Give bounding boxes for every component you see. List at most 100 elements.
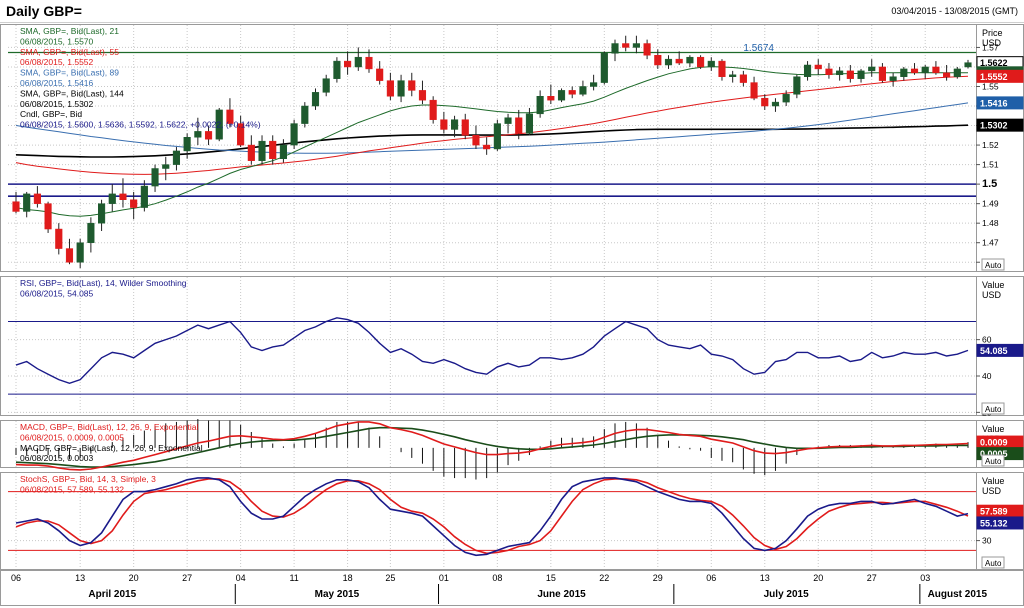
- candle-body[interactable]: [44, 203, 52, 230]
- candle-body[interactable]: [600, 53, 608, 83]
- candle-body[interactable]: [729, 74, 737, 77]
- candle-body[interactable]: [611, 43, 619, 54]
- candle-body[interactable]: [921, 66, 929, 74]
- candle-body[interactable]: [953, 68, 961, 77]
- candle-body[interactable]: [418, 90, 427, 101]
- candle-body[interactable]: [697, 56, 705, 68]
- candle-body[interactable]: [910, 68, 919, 74]
- candle-body[interactable]: [279, 144, 287, 159]
- candle-body[interactable]: [237, 123, 245, 146]
- candle-body[interactable]: [718, 60, 726, 77]
- candle-body[interactable]: [33, 193, 41, 204]
- candle-body[interactable]: [846, 70, 854, 79]
- candle-body[interactable]: [311, 92, 320, 107]
- candle-body[interactable]: [932, 66, 940, 74]
- candle-body[interactable]: [365, 56, 373, 70]
- candle-body[interactable]: [386, 80, 394, 97]
- candle-body[interactable]: [525, 113, 534, 134]
- candle-body[interactable]: [12, 201, 20, 212]
- candle-body[interactable]: [397, 80, 405, 97]
- candle-body[interactable]: [98, 203, 106, 224]
- candle-body[interactable]: [461, 119, 469, 136]
- candle-body[interactable]: [354, 56, 362, 68]
- candle-body[interactable]: [579, 86, 587, 95]
- candle-body[interactable]: [536, 96, 544, 115]
- candle-body[interactable]: [707, 60, 715, 68]
- macd-auto-box[interactable]: [981, 454, 1005, 467]
- candle-body[interactable]: [290, 123, 298, 146]
- candle-body[interactable]: [493, 123, 501, 150]
- candle-body[interactable]: [151, 168, 159, 187]
- rsi-auto-label[interactable]: Auto: [985, 405, 1002, 414]
- candle-body[interactable]: [301, 105, 309, 124]
- candle-body[interactable]: [515, 117, 523, 134]
- price-auto-label[interactable]: Auto: [985, 261, 1002, 270]
- candle-body[interactable]: [868, 66, 876, 72]
- candle-body[interactable]: [900, 68, 908, 77]
- candle-body[interactable]: [172, 150, 181, 165]
- candle-body[interactable]: [771, 101, 780, 107]
- candle-body[interactable]: [440, 119, 448, 130]
- candle-body[interactable]: [761, 97, 769, 107]
- candle-body[interactable]: [568, 90, 576, 95]
- candle-body[interactable]: [215, 109, 223, 140]
- candle-body[interactable]: [408, 80, 416, 91]
- candle-body[interactable]: [344, 60, 352, 68]
- candle-body[interactable]: [793, 76, 801, 95]
- candle-body[interactable]: [140, 185, 148, 208]
- rsi-auto-box[interactable]: [981, 402, 1005, 415]
- candle-body[interactable]: [450, 119, 459, 130]
- candle-body[interactable]: [226, 109, 234, 124]
- candle-body[interactable]: [119, 193, 127, 200]
- candle-body[interactable]: [108, 193, 116, 204]
- candle-body[interactable]: [590, 82, 598, 87]
- candle-body[interactable]: [76, 242, 84, 263]
- candle-body[interactable]: [269, 140, 277, 159]
- candle-body[interactable]: [258, 140, 266, 161]
- candle-body[interactable]: [429, 99, 437, 120]
- candle-body[interactable]: [622, 43, 630, 48]
- candle-body[interactable]: [472, 135, 480, 146]
- candle-body[interactable]: [654, 54, 662, 66]
- candle-body[interactable]: [333, 60, 341, 79]
- candle-body[interactable]: [504, 117, 512, 124]
- candle-body[interactable]: [557, 90, 566, 101]
- candle-body[interactable]: [803, 64, 812, 77]
- candle-body[interactable]: [686, 56, 694, 64]
- candle-body[interactable]: [247, 144, 255, 161]
- candle-body[interactable]: [632, 43, 640, 48]
- candle-body[interactable]: [664, 58, 673, 66]
- candle-body[interactable]: [130, 199, 138, 208]
- candle-body[interactable]: [483, 144, 491, 150]
- candle-body[interactable]: [964, 62, 972, 68]
- candle-body[interactable]: [675, 58, 683, 64]
- candle-body[interactable]: [889, 76, 897, 81]
- candle-body[interactable]: [857, 70, 865, 79]
- candle-body[interactable]: [825, 68, 833, 76]
- candle-body[interactable]: [55, 228, 63, 249]
- candle-body[interactable]: [65, 248, 74, 263]
- price-legend-2: SMA, GBP=, Bid(Last), 55: [20, 47, 119, 57]
- candle-body[interactable]: [782, 94, 790, 103]
- candle-body[interactable]: [750, 82, 758, 99]
- candle-body[interactable]: [87, 222, 95, 243]
- candle-body[interactable]: [23, 193, 31, 212]
- candle-body[interactable]: [814, 64, 822, 70]
- candle-body[interactable]: [878, 66, 886, 81]
- candle-body[interactable]: [376, 68, 384, 81]
- candle-body[interactable]: [643, 43, 651, 56]
- candle-body[interactable]: [204, 131, 213, 140]
- candle-body[interactable]: [194, 131, 202, 138]
- candle-body[interactable]: [943, 72, 951, 77]
- candle-body[interactable]: [162, 164, 170, 169]
- macd-auto-label[interactable]: Auto: [985, 457, 1002, 466]
- candle-body[interactable]: [322, 78, 330, 93]
- price-auto-box[interactable]: [981, 258, 1005, 271]
- stoch-auto-label[interactable]: Auto: [985, 559, 1002, 568]
- stoch-auto-box[interactable]: [981, 556, 1005, 569]
- candle-body[interactable]: [547, 96, 555, 101]
- candle-body[interactable]: [183, 137, 191, 152]
- candle-body[interactable]: [836, 70, 844, 76]
- candle-body[interactable]: [739, 74, 747, 83]
